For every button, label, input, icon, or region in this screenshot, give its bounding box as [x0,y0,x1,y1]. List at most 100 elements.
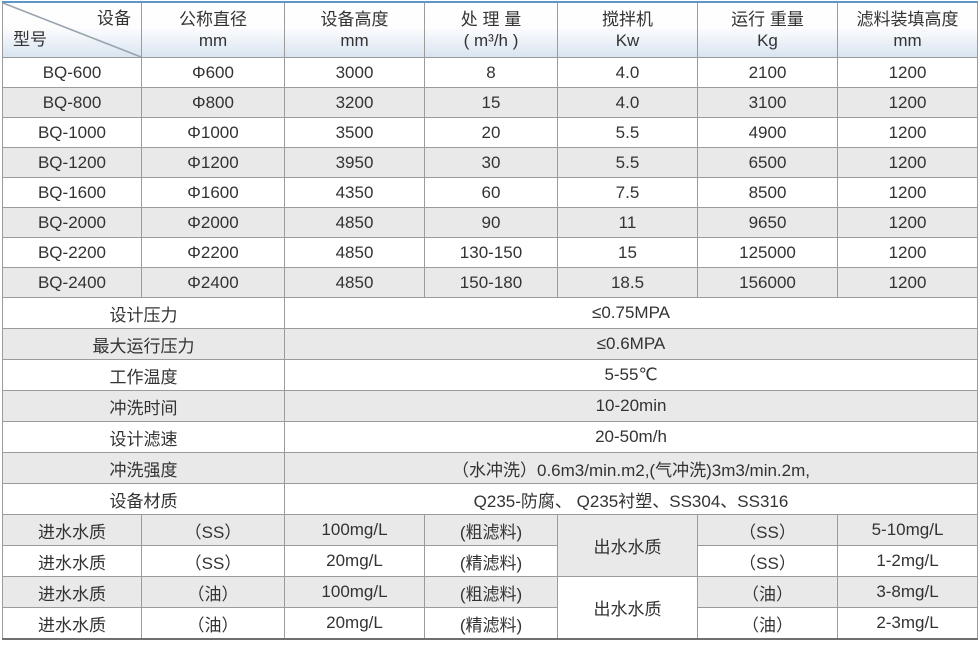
media-cell: 1200 [837,57,978,88]
inlet-param: （SS） [141,514,285,546]
parameter-value: ≤0.6MPA [284,328,978,360]
parameter-label: 最大运行压力 [2,328,285,360]
parameter-row: 冲洗时间 10-20min [2,390,978,422]
height-cell: 3950 [284,147,425,178]
model-row: BQ-2400 Φ2400 4850 150-180 18.5 156000 1… [2,267,978,298]
outlet-value: 2-3mg/L [837,607,978,640]
model-cell: BQ-1200 [2,147,142,178]
parameter-label: 冲洗强度 [2,452,285,484]
mixer-cell: 18.5 [557,267,698,298]
media-type: (粗滤料) [424,576,558,608]
model-cell: BQ-600 [2,57,142,88]
media-cell: 1200 [837,87,978,118]
parameter-value: Q235-防腐、 Q235衬塑、SS304、SS316 [284,483,978,515]
diameter-cell: Φ600 [141,57,285,88]
col-unit-media-height: mm [893,31,922,50]
inlet-param: （油） [141,576,285,608]
model-cell: BQ-2200 [2,237,142,268]
height-cell: 3000 [284,57,425,88]
capacity-cell: 8 [424,57,558,88]
media-type: (粗滤料) [424,514,558,546]
diameter-cell: Φ2000 [141,207,285,238]
media-cell: 1200 [837,147,978,178]
water-quality-row: 进水水质 （SS） 100mg/L (粗滤料) 出水水质 （SS） 5-10mg… [2,514,978,577]
weight-cell: 9650 [697,207,838,238]
parameter-row: 设计压力 ≤0.75MPA [2,297,978,329]
inlet-value: 100mg/L [284,514,425,546]
model-row: BQ-2000 Φ2000 4850 90 11 9650 1200 [2,207,978,238]
weight-cell: 2100 [697,57,838,88]
col-unit-capacity: ( m³/h ) [463,31,519,50]
weight-cell: 4900 [697,117,838,148]
capacity-cell: 150-180 [424,267,558,298]
capacity-cell: 90 [424,207,558,238]
col-unit-height: mm [340,31,369,50]
height-cell: 4850 [284,267,425,298]
inlet-label: 进水水质 [2,576,142,608]
model-cell: BQ-2400 [2,267,142,298]
media-cell: 1200 [837,207,978,238]
parameter-value: ≤0.75MPA [284,297,978,329]
mixer-cell: 15 [557,237,698,268]
inlet-value: 100mg/L [284,576,425,608]
corner-header-cell: 设备 型号 [2,1,142,58]
water-quality-row: 进水水质 （油） 100mg/L (粗滤料) 出水水质 （油） 3-8mg/L [2,576,978,640]
inlet-value: 20mg/L [284,545,425,577]
diameter-cell: Φ1000 [141,117,285,148]
model-cell: BQ-800 [2,87,142,118]
model-row: BQ-1600 Φ1600 4350 60 7.5 8500 1200 [2,177,978,208]
media-cell: 1200 [837,237,978,268]
capacity-cell: 20 [424,117,558,148]
media-cell: 1200 [837,267,978,298]
parameter-label: 冲洗时间 [2,390,285,422]
diameter-cell: Φ2200 [141,237,285,268]
diameter-cell: Φ1200 [141,147,285,178]
inlet-label: 进水水质 [2,545,142,577]
outlet-param: （油） [697,607,838,640]
capacity-cell: 30 [424,147,558,178]
mixer-cell: 4.0 [557,57,698,88]
diagonal-divider-line [3,3,141,57]
inlet-param: （SS） [141,545,285,577]
weight-cell: 125000 [697,237,838,268]
outlet-label: 出水水质 [557,576,698,640]
model-row: BQ-800 Φ800 3200 15 4.0 3100 1200 [2,87,978,118]
corner-label-device: 设备 [97,9,131,28]
col-header-capacity: 处 理 量 ( m³/h ) [424,1,558,58]
corner-label-model: 型号 [13,29,47,49]
mixer-cell: 7.5 [557,177,698,208]
model-row: BQ-600 Φ600 3000 8 4.0 2100 1200 [2,57,978,88]
outlet-param: （SS） [697,545,838,577]
media-type: (精滤料) [424,545,558,577]
water-quality-row: 进水水质 （SS） 20mg/L (精滤料) （SS） 1-2mg/L [2,545,978,577]
parameter-row: 工作温度 5-55℃ [2,359,978,391]
diameter-cell: Φ1600 [141,177,285,208]
parameter-row: 最大运行压力 ≤0.6MPA [2,328,978,360]
mixer-cell: 5.5 [557,147,698,178]
mixer-cell: 5.5 [557,117,698,148]
weight-cell: 3100 [697,87,838,118]
model-cell: BQ-2000 [2,207,142,238]
col-header-weight: 运行 重量 Kg [697,1,838,58]
water-quality-row: 进水水质 （油） 20mg/L (精滤料) （油） 2-3mg/L [2,607,978,640]
model-row: BQ-1000 Φ1000 3500 20 5.5 4900 1200 [2,117,978,148]
model-row: BQ-1200 Φ1200 3950 30 5.5 6500 1200 [2,147,978,178]
height-cell: 4350 [284,177,425,208]
parameter-value: 10-20min [284,390,978,422]
parameter-label: 设备材质 [2,483,285,515]
media-type: (精滤料) [424,607,558,640]
parameter-value: （水冲洗）0.6m3/min.m2,(气冲洗)3m3/min.2m, [284,452,978,484]
model-cell: BQ-1000 [2,117,142,148]
weight-cell: 8500 [697,177,838,208]
parameter-value: 20-50m/h [284,421,978,453]
parameter-label: 工作温度 [2,359,285,391]
inlet-param: （油） [141,607,285,640]
col-header-diameter: 公称直径 mm [141,1,285,58]
height-cell: 3500 [284,117,425,148]
media-cell: 1200 [837,117,978,148]
outlet-param: （油） [697,576,838,608]
parameter-value: 5-55℃ [284,359,978,391]
header-row: 设备 型号 公称直径 mm 设备高度 mm 处 理 量 ( m³/h ) 搅拌机… [2,1,978,58]
mixer-cell: 4.0 [557,87,698,118]
